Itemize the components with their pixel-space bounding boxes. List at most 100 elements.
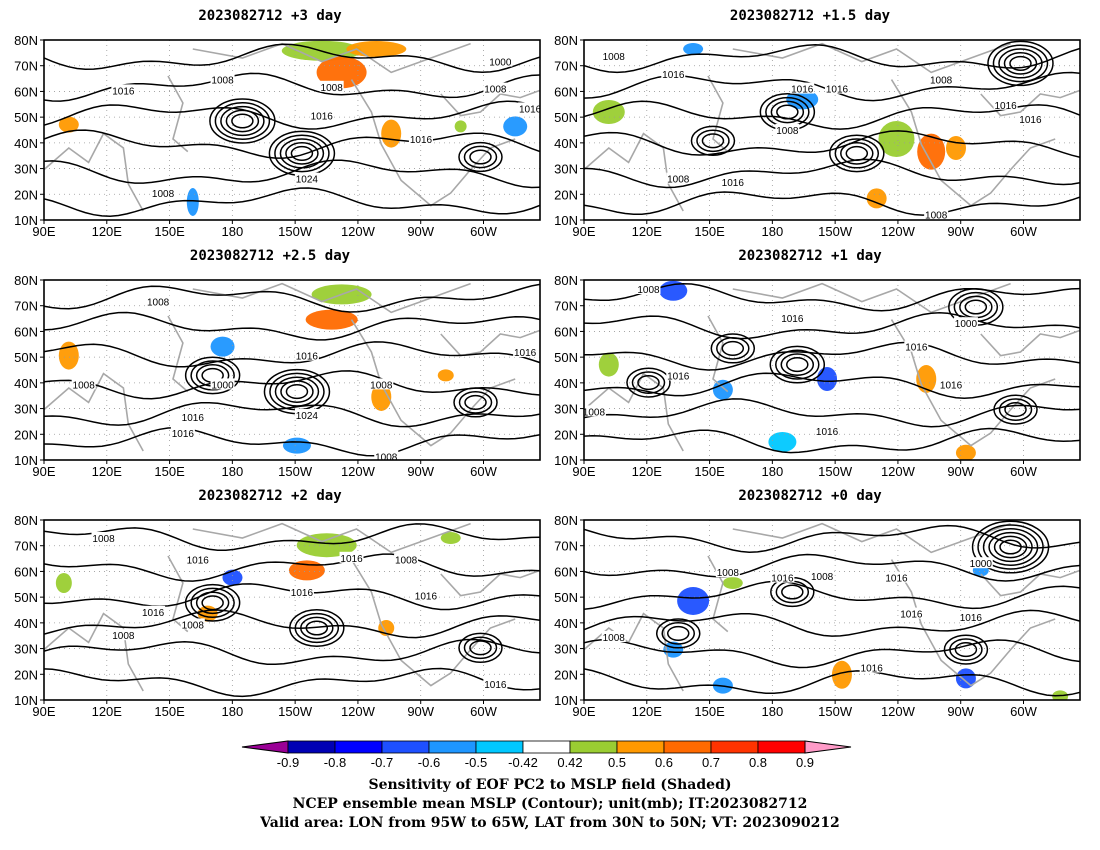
contour-label: 1016 [519, 104, 542, 115]
lon-label: 180 [762, 224, 784, 239]
lat-label: 40N [14, 376, 38, 391]
contour-label: 1008 [603, 52, 626, 63]
panel-plus1-5: 2023082712 +1.5 day 1008 1016 1016 1016 1008… [540, 8, 1081, 243]
closed-isobar [220, 105, 265, 137]
closed-isobar [710, 333, 756, 364]
lat-label: 60N [554, 84, 578, 99]
lat-label: 40N [554, 376, 578, 391]
isobar-contour [44, 187, 540, 217]
contour-label: 1008 [112, 631, 135, 642]
contour-label-bg [666, 172, 691, 184]
lon-label: 60W [470, 704, 497, 719]
coastline [707, 555, 729, 633]
lon-label: 120W [341, 224, 376, 239]
closed-isobar [305, 620, 329, 636]
lat-label: 80N [554, 33, 578, 48]
sensitivity-shade [768, 432, 797, 452]
closed-isobar [971, 520, 1050, 574]
isobar-contour [44, 638, 540, 666]
isobar-contour [584, 282, 1080, 312]
lon-label: 150W [278, 224, 313, 239]
closed-isobar [776, 104, 799, 120]
lon-label: 150E [694, 464, 725, 479]
lon-label: 90E [572, 704, 595, 719]
closed-isobar [834, 138, 880, 169]
contour-label-bg [339, 551, 364, 563]
closed-isobar [781, 584, 804, 600]
lat-label: 30N [554, 642, 578, 657]
isobar-contour [44, 667, 540, 698]
colorbar: -0.9 -0.8 -0.7 -0.6 -0.5 -0.42 0.42 0.5 0.6 0.7 0.… [241, 740, 852, 770]
lon-label: 150E [154, 224, 185, 239]
coastline [980, 329, 1080, 357]
contour-label-bg [483, 677, 508, 689]
sensitivity-shade [722, 577, 743, 589]
lat-label: 50N [554, 590, 578, 605]
closed-isobar [780, 353, 815, 376]
contour-label: 1008 [930, 76, 953, 87]
map-frame [583, 279, 1081, 461]
lat-label: 40N [554, 136, 578, 151]
isobar-contour [584, 191, 1080, 216]
closed-isobar [464, 394, 487, 410]
closed-isobar [463, 636, 498, 660]
contour-label: 1008 [637, 285, 660, 296]
isobar-contour [44, 283, 540, 313]
closed-isobar [274, 376, 320, 407]
contour-label-bg [720, 176, 745, 188]
coastline [440, 329, 540, 357]
contour-label-bg [513, 346, 538, 357]
contour-label-bg [180, 410, 205, 422]
contour-label-bg [210, 73, 235, 85]
lon-label: 90W [947, 224, 974, 239]
closed-isobar [992, 44, 1049, 83]
lat-label: 60N [14, 84, 38, 99]
panel-title: 2023082712 +0 day [738, 488, 882, 504]
sensitivity-shade [58, 116, 79, 133]
lon-label: 90W [407, 464, 434, 479]
lon-label: 120E [92, 224, 123, 239]
contour-label-bg [790, 82, 815, 94]
lat-label: 60N [554, 564, 578, 579]
coastline [980, 89, 1080, 117]
coastline [584, 132, 684, 212]
contour-label-bg [815, 425, 840, 437]
map-frame [43, 519, 541, 701]
sensitivity-shade [677, 587, 710, 615]
contour-label: 1024 [296, 411, 319, 422]
colorbar-box [381, 740, 430, 754]
closed-isobar [998, 398, 1033, 421]
isobar-contour [44, 341, 540, 368]
contour-label: 1016 [900, 610, 923, 621]
contour-label: 1008 [811, 572, 834, 583]
panel-title: 2023082712 +2.5 day [189, 248, 351, 264]
contour-label-bg [518, 102, 540, 114]
contour-label-bg [824, 82, 849, 94]
sensitivity-shade [878, 121, 915, 157]
panel-title: 2023082712 +1 day [738, 248, 882, 264]
lat-label: 10N [14, 453, 38, 468]
colorbar-tick-label: 0.5 [608, 755, 626, 770]
sensitivity-shade [955, 444, 976, 460]
closed-isobar [453, 387, 498, 418]
isobar-contour [584, 312, 1080, 340]
closed-isobar [964, 299, 988, 315]
contour-label: 1016 [415, 592, 438, 603]
panel-plus3: 2023082712 +3 day 1008 1016 1008 1008 1016 10… [0, 8, 542, 243]
lon-label: 180 [222, 224, 244, 239]
lat-label: 10N [14, 693, 38, 708]
closed-isobar [285, 384, 309, 400]
lat-label: 70N [554, 59, 578, 74]
contour-label-bg [488, 55, 513, 67]
contour-label: 1008 [776, 126, 799, 137]
panel-title: 2023082712 +3 day [198, 8, 342, 24]
closed-isobar [696, 129, 730, 153]
lon-label: 120E [632, 464, 663, 479]
contour-label-bg [294, 409, 319, 420]
contour-label: 1016 [816, 427, 839, 438]
closed-isobar [840, 142, 874, 165]
lat-label: 20N [554, 187, 578, 202]
closed-isobar [463, 145, 498, 169]
contour-label: 1016 [826, 85, 849, 96]
closed-isobar [721, 340, 745, 356]
